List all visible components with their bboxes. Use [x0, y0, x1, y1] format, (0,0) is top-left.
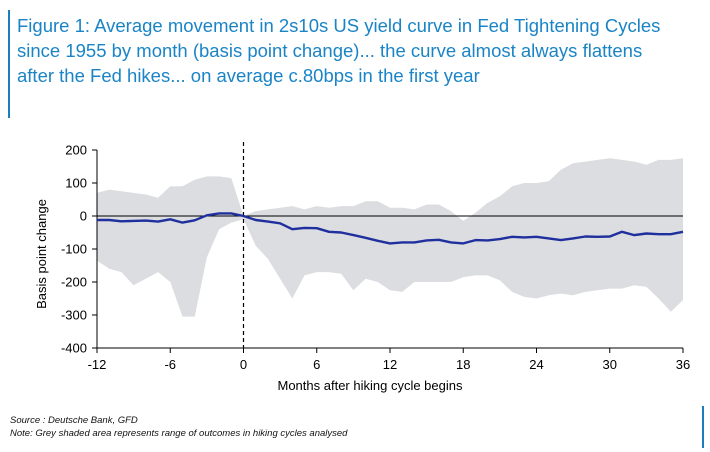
- source-note: Source : Deutsche Bank, GFD: [10, 415, 138, 426]
- title-line-3: after the Fed hikes... on average c.80bp…: [17, 65, 480, 86]
- x-tick-label: -6: [164, 357, 176, 372]
- average-series-line: [97, 212, 684, 245]
- y-axis-title: Basis point change: [34, 199, 49, 309]
- range-band: [97, 158, 683, 317]
- y-tick-label: 100: [65, 176, 87, 191]
- figure-title: Figure 1: Average movement in 2s10s US y…: [17, 13, 697, 88]
- x-tick-label: -12: [88, 357, 107, 372]
- title-line-2: since 1955 by month (basis point change)…: [17, 40, 643, 61]
- title-line-1: Figure 1: Average movement in 2s10s US y…: [17, 15, 661, 36]
- x-axis-title: Months after hiking cycle begins: [278, 378, 463, 393]
- x-tick-label: 12: [383, 357, 397, 372]
- title-accent-bar: [8, 10, 10, 118]
- x-tick-label: 36: [676, 357, 690, 372]
- y-tick-label: -400: [61, 341, 87, 356]
- y-tick-label: -100: [61, 242, 87, 257]
- x-tick-label: 0: [240, 357, 247, 372]
- y-tick-label: 200: [65, 143, 87, 158]
- footer-accent-bar: [702, 406, 704, 448]
- x-tick-label: 6: [313, 357, 320, 372]
- y-tick-label: -200: [61, 275, 87, 290]
- x-tick-label: 24: [529, 357, 543, 372]
- x-tick-label: 30: [603, 357, 617, 372]
- x-tick-label: 18: [456, 357, 470, 372]
- y-tick-label: 0: [80, 209, 87, 224]
- footnote: Note: Grey shaded area represents range …: [10, 428, 348, 439]
- y-tick-label: -300: [61, 308, 87, 323]
